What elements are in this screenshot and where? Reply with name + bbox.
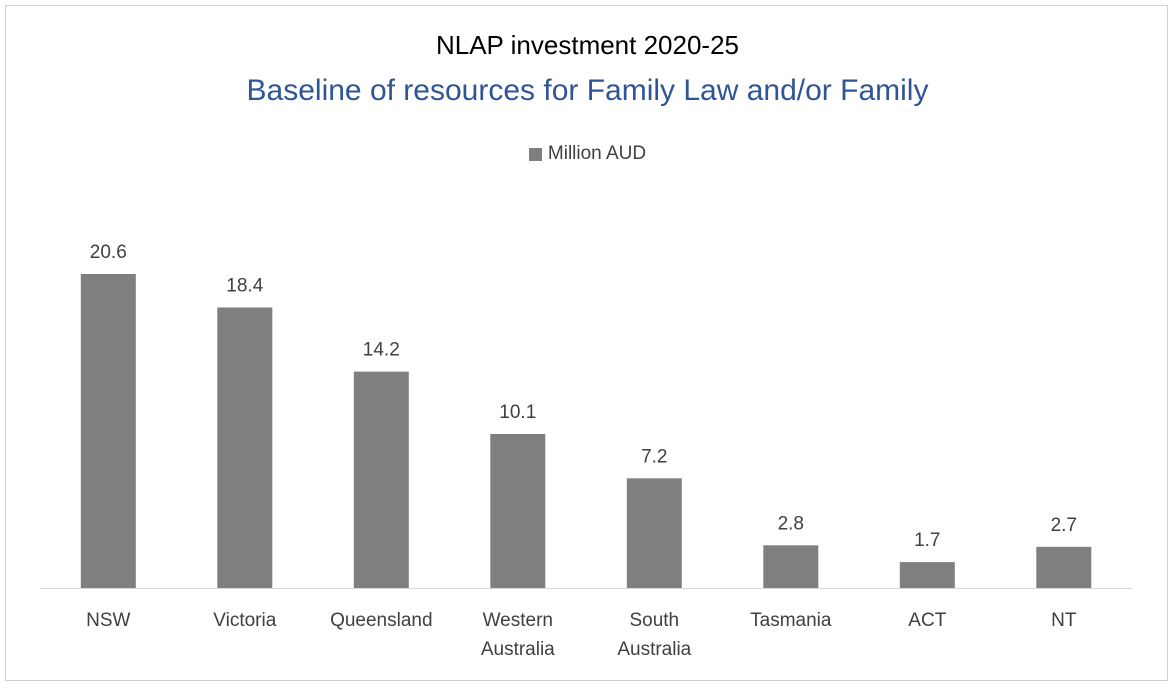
chart-title: NLAP investment 2020-25 bbox=[435, 30, 740, 60]
category-label: Western Australia bbox=[481, 610, 555, 660]
bar bbox=[490, 434, 546, 588]
data-label: 1.7 bbox=[914, 530, 940, 551]
data-label: 20.6 bbox=[90, 242, 127, 263]
category-label: South Australia bbox=[617, 610, 691, 660]
bar bbox=[1036, 546, 1092, 588]
category-label: ACT bbox=[908, 610, 946, 631]
legend-swatch bbox=[528, 147, 542, 161]
bar bbox=[899, 562, 955, 588]
legend-label: Million AUD bbox=[547, 143, 647, 164]
data-label: 10.1 bbox=[499, 402, 536, 423]
bar bbox=[626, 478, 682, 588]
category-label: NSW bbox=[86, 610, 130, 631]
chart-subtitle: Baseline of resources for Family Law and… bbox=[246, 74, 929, 107]
bar bbox=[217, 307, 273, 588]
category-label: Tasmania bbox=[750, 610, 832, 631]
bar bbox=[353, 371, 409, 588]
category-label: NT bbox=[1051, 610, 1077, 631]
chart-area bbox=[5, 5, 1168, 681]
bar bbox=[80, 274, 136, 588]
data-label: 14.2 bbox=[363, 340, 400, 361]
data-label: 2.8 bbox=[778, 513, 804, 534]
data-label: 2.7 bbox=[1051, 515, 1077, 536]
data-label: 7.2 bbox=[641, 446, 667, 467]
data-label: 18.4 bbox=[226, 276, 263, 297]
legend: Million AUD bbox=[0, 143, 1175, 165]
category-label: Queensland bbox=[330, 610, 432, 631]
bar bbox=[763, 545, 819, 588]
category-label: Victoria bbox=[213, 610, 276, 631]
